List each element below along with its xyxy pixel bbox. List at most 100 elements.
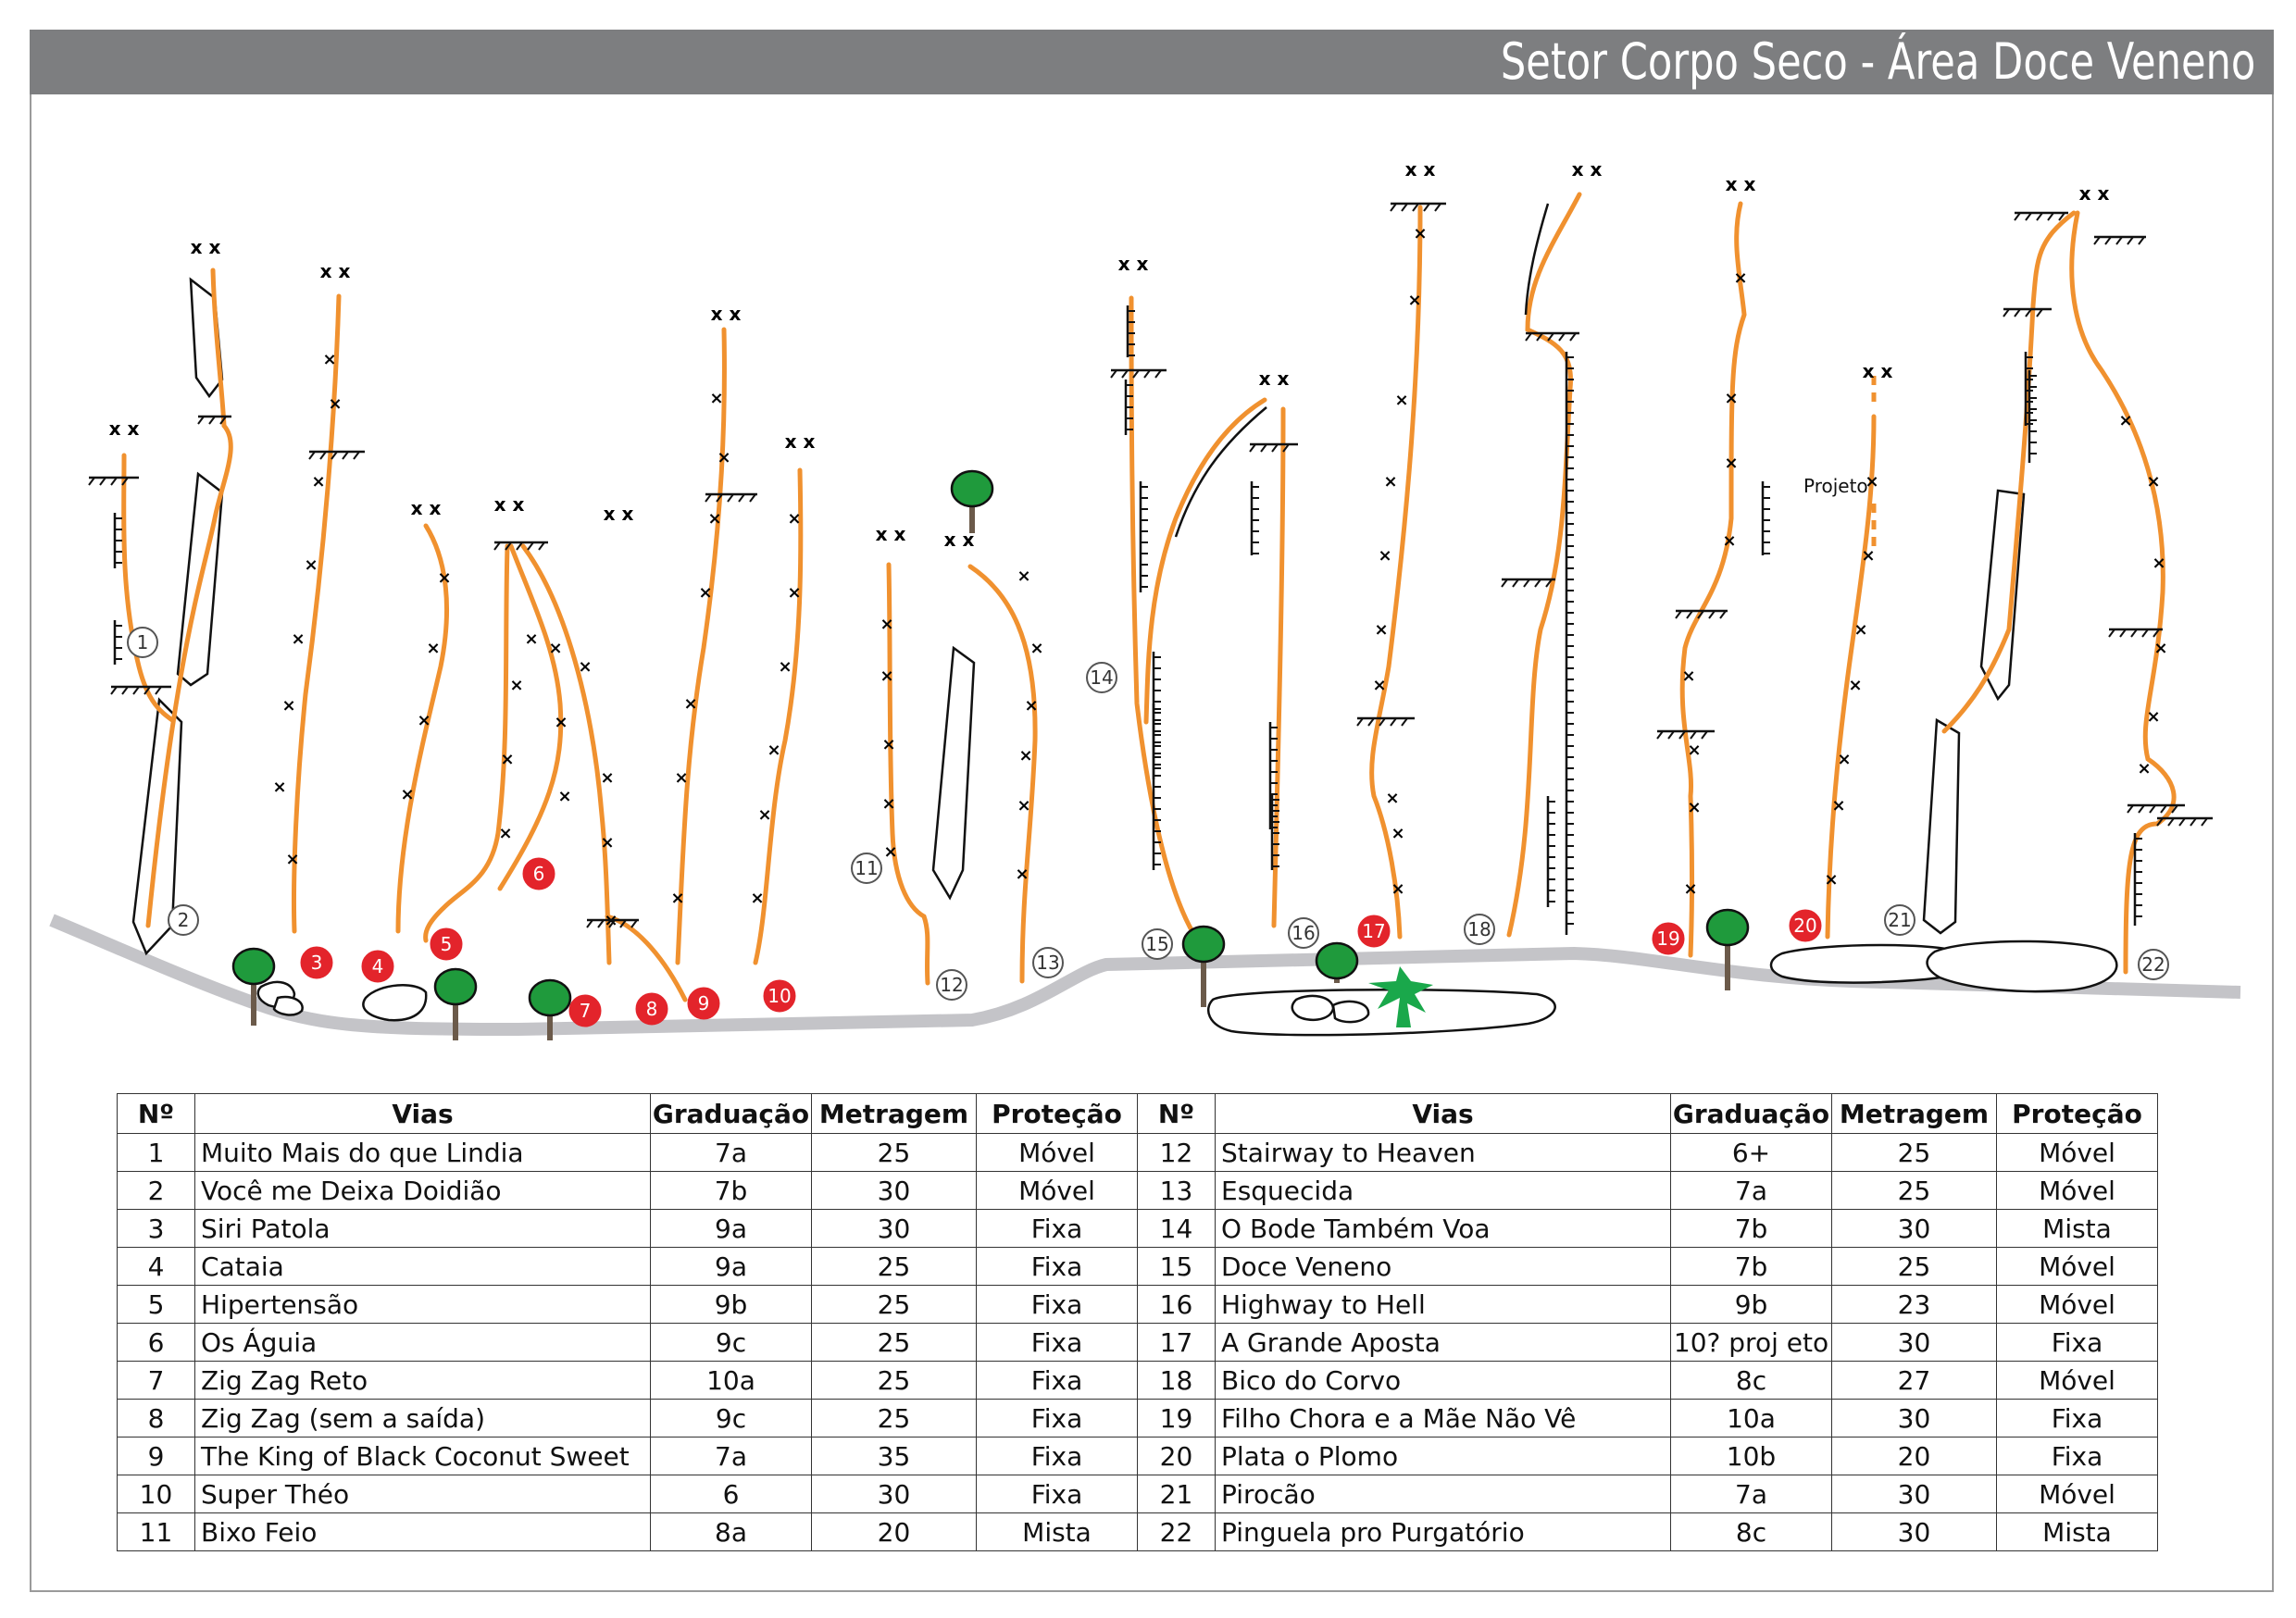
route-marker-8: 8 <box>635 992 668 1026</box>
table-row: 6 Os Águia 9c 25 Fixa 17 A Grande Aposta 10? pr… <box>117 1323 2158 1362</box>
route-grade: 7b <box>1670 1209 1832 1248</box>
anchor-mark: x x <box>2079 182 2110 205</box>
route-marker-5: 5 <box>430 927 463 961</box>
ledge-hatch <box>1282 443 1290 453</box>
route-marker-9: 9 <box>687 987 720 1020</box>
bolt-mark: × <box>1378 546 1391 566</box>
bolt-mark: × <box>1853 620 1867 640</box>
ledge-hatch <box>2014 308 2021 317</box>
bolt-mark: × <box>757 805 771 825</box>
ledge-hatch <box>1501 579 1508 588</box>
bolt-mark: × <box>717 448 730 467</box>
route-grade: 6+ <box>1670 1133 1832 1172</box>
svg-text:7: 7 <box>580 1000 592 1022</box>
bolt-mark: × <box>600 768 614 788</box>
ledge-hatch <box>2141 629 2149 638</box>
anchor-mark: x x <box>1405 158 1436 180</box>
bolt-mark: × <box>880 666 893 686</box>
ledge-hatch <box>2003 308 2010 317</box>
svg-text:21: 21 <box>1888 909 1911 931</box>
route-protection: Fixa <box>976 1285 1138 1324</box>
bolt-mark: × <box>880 615 893 634</box>
crack-outline <box>189 277 224 399</box>
tree-icon <box>231 947 276 1026</box>
route-number: 8 <box>117 1399 195 1438</box>
ledge-hatch <box>2130 629 2138 638</box>
route-number: 2 <box>117 1171 195 1210</box>
route-protection: Fixa <box>976 1247 1138 1286</box>
route-number: 14 <box>1137 1209 1216 1248</box>
route-protection: Móvel <box>1996 1247 2158 1286</box>
bolt-mark: × <box>1824 870 1838 890</box>
anchor-mark: x x <box>191 236 221 258</box>
route-name: Zig Zag (sem a saída) <box>194 1399 651 1438</box>
bolt-mark: × <box>285 850 299 869</box>
bolt-mark: × <box>698 583 712 603</box>
bolt-mark: × <box>500 750 514 769</box>
route-name: A Grande Aposta <box>1215 1323 1671 1362</box>
ledge-hatch <box>2149 804 2156 814</box>
bolt-mark: × <box>2152 554 2165 573</box>
anchor-mark: x x <box>711 303 742 325</box>
crack-outline <box>131 697 183 956</box>
bolt-mark: × <box>417 711 430 730</box>
route-name: Bixo Feio <box>194 1512 651 1551</box>
ledge-hatch <box>208 416 216 425</box>
bolt-mark: × <box>509 676 523 695</box>
route-line <box>675 327 727 965</box>
route-name: Doce Veneno <box>1215 1247 1671 1286</box>
route-name: Pinguela pro Purgatório <box>1215 1512 1671 1551</box>
route-protection: Fixa <box>976 1475 1138 1513</box>
route-name: Super Théo <box>194 1475 651 1513</box>
bolt-mark: × <box>1372 676 1386 695</box>
ledge-hatch <box>1667 730 1675 740</box>
crack-hatch <box>1174 406 1267 538</box>
route-length: 20 <box>1831 1437 1997 1475</box>
route-name: Filho Chora e a Mãe Não Vê <box>1215 1399 1671 1438</box>
ledge-hatch <box>1132 369 1140 379</box>
header-grade: Graduação <box>650 1093 812 1134</box>
header-number: Nº <box>117 1093 195 1134</box>
ledge-hatch <box>353 451 360 460</box>
route-protection: Mista <box>1996 1209 2158 1248</box>
ledge-hatch <box>1412 203 1419 212</box>
ledge-hatch <box>1512 579 1519 588</box>
svg-text:20: 20 <box>1793 915 1816 937</box>
route-length: 30 <box>811 1209 977 1248</box>
route-protection: Fixa <box>1996 1399 2158 1438</box>
header-length: Metragem <box>811 1093 977 1134</box>
route-protection: Mista <box>1996 1512 2158 1551</box>
svg-text:10: 10 <box>767 985 791 1007</box>
route-number: 4 <box>117 1247 195 1286</box>
ledge-hatch <box>99 477 106 486</box>
route-length: 25 <box>811 1133 977 1172</box>
route-line <box>886 562 930 986</box>
ledge-hatch <box>608 919 616 928</box>
route-marker-4: 4 <box>361 950 394 983</box>
bolt-mark: × <box>578 657 592 677</box>
ledge-hatch <box>1390 717 1397 727</box>
route-protection: Móvel <box>1996 1475 2158 1513</box>
route-number: 9 <box>117 1437 195 1475</box>
svg-text:3: 3 <box>311 952 323 974</box>
header-number: Nº <box>1137 1093 1216 1134</box>
ledge-hatch <box>2115 236 2123 245</box>
route-protection: Móvel <box>976 1171 1138 1210</box>
route-length: 25 <box>811 1323 977 1362</box>
route-marker-12: 12 <box>936 969 967 1001</box>
ledge-hatch <box>619 919 627 928</box>
ledge-hatch <box>1434 203 1441 212</box>
ledge-hatch <box>1271 443 1279 453</box>
boulder <box>1926 940 2118 993</box>
ledge-hatch <box>2152 629 2160 638</box>
route-line <box>1941 210 2077 734</box>
svg-text:13: 13 <box>1036 952 1059 974</box>
route-protection: Fixa <box>976 1209 1138 1248</box>
bolt-mark: × <box>322 350 336 369</box>
route-line <box>2069 210 2177 975</box>
tree-icon <box>1315 941 1359 983</box>
ledge-hatch <box>727 493 734 503</box>
bolt-mark: × <box>1391 879 1404 899</box>
bolt-mark: × <box>750 889 764 908</box>
route-line <box>967 564 1038 984</box>
